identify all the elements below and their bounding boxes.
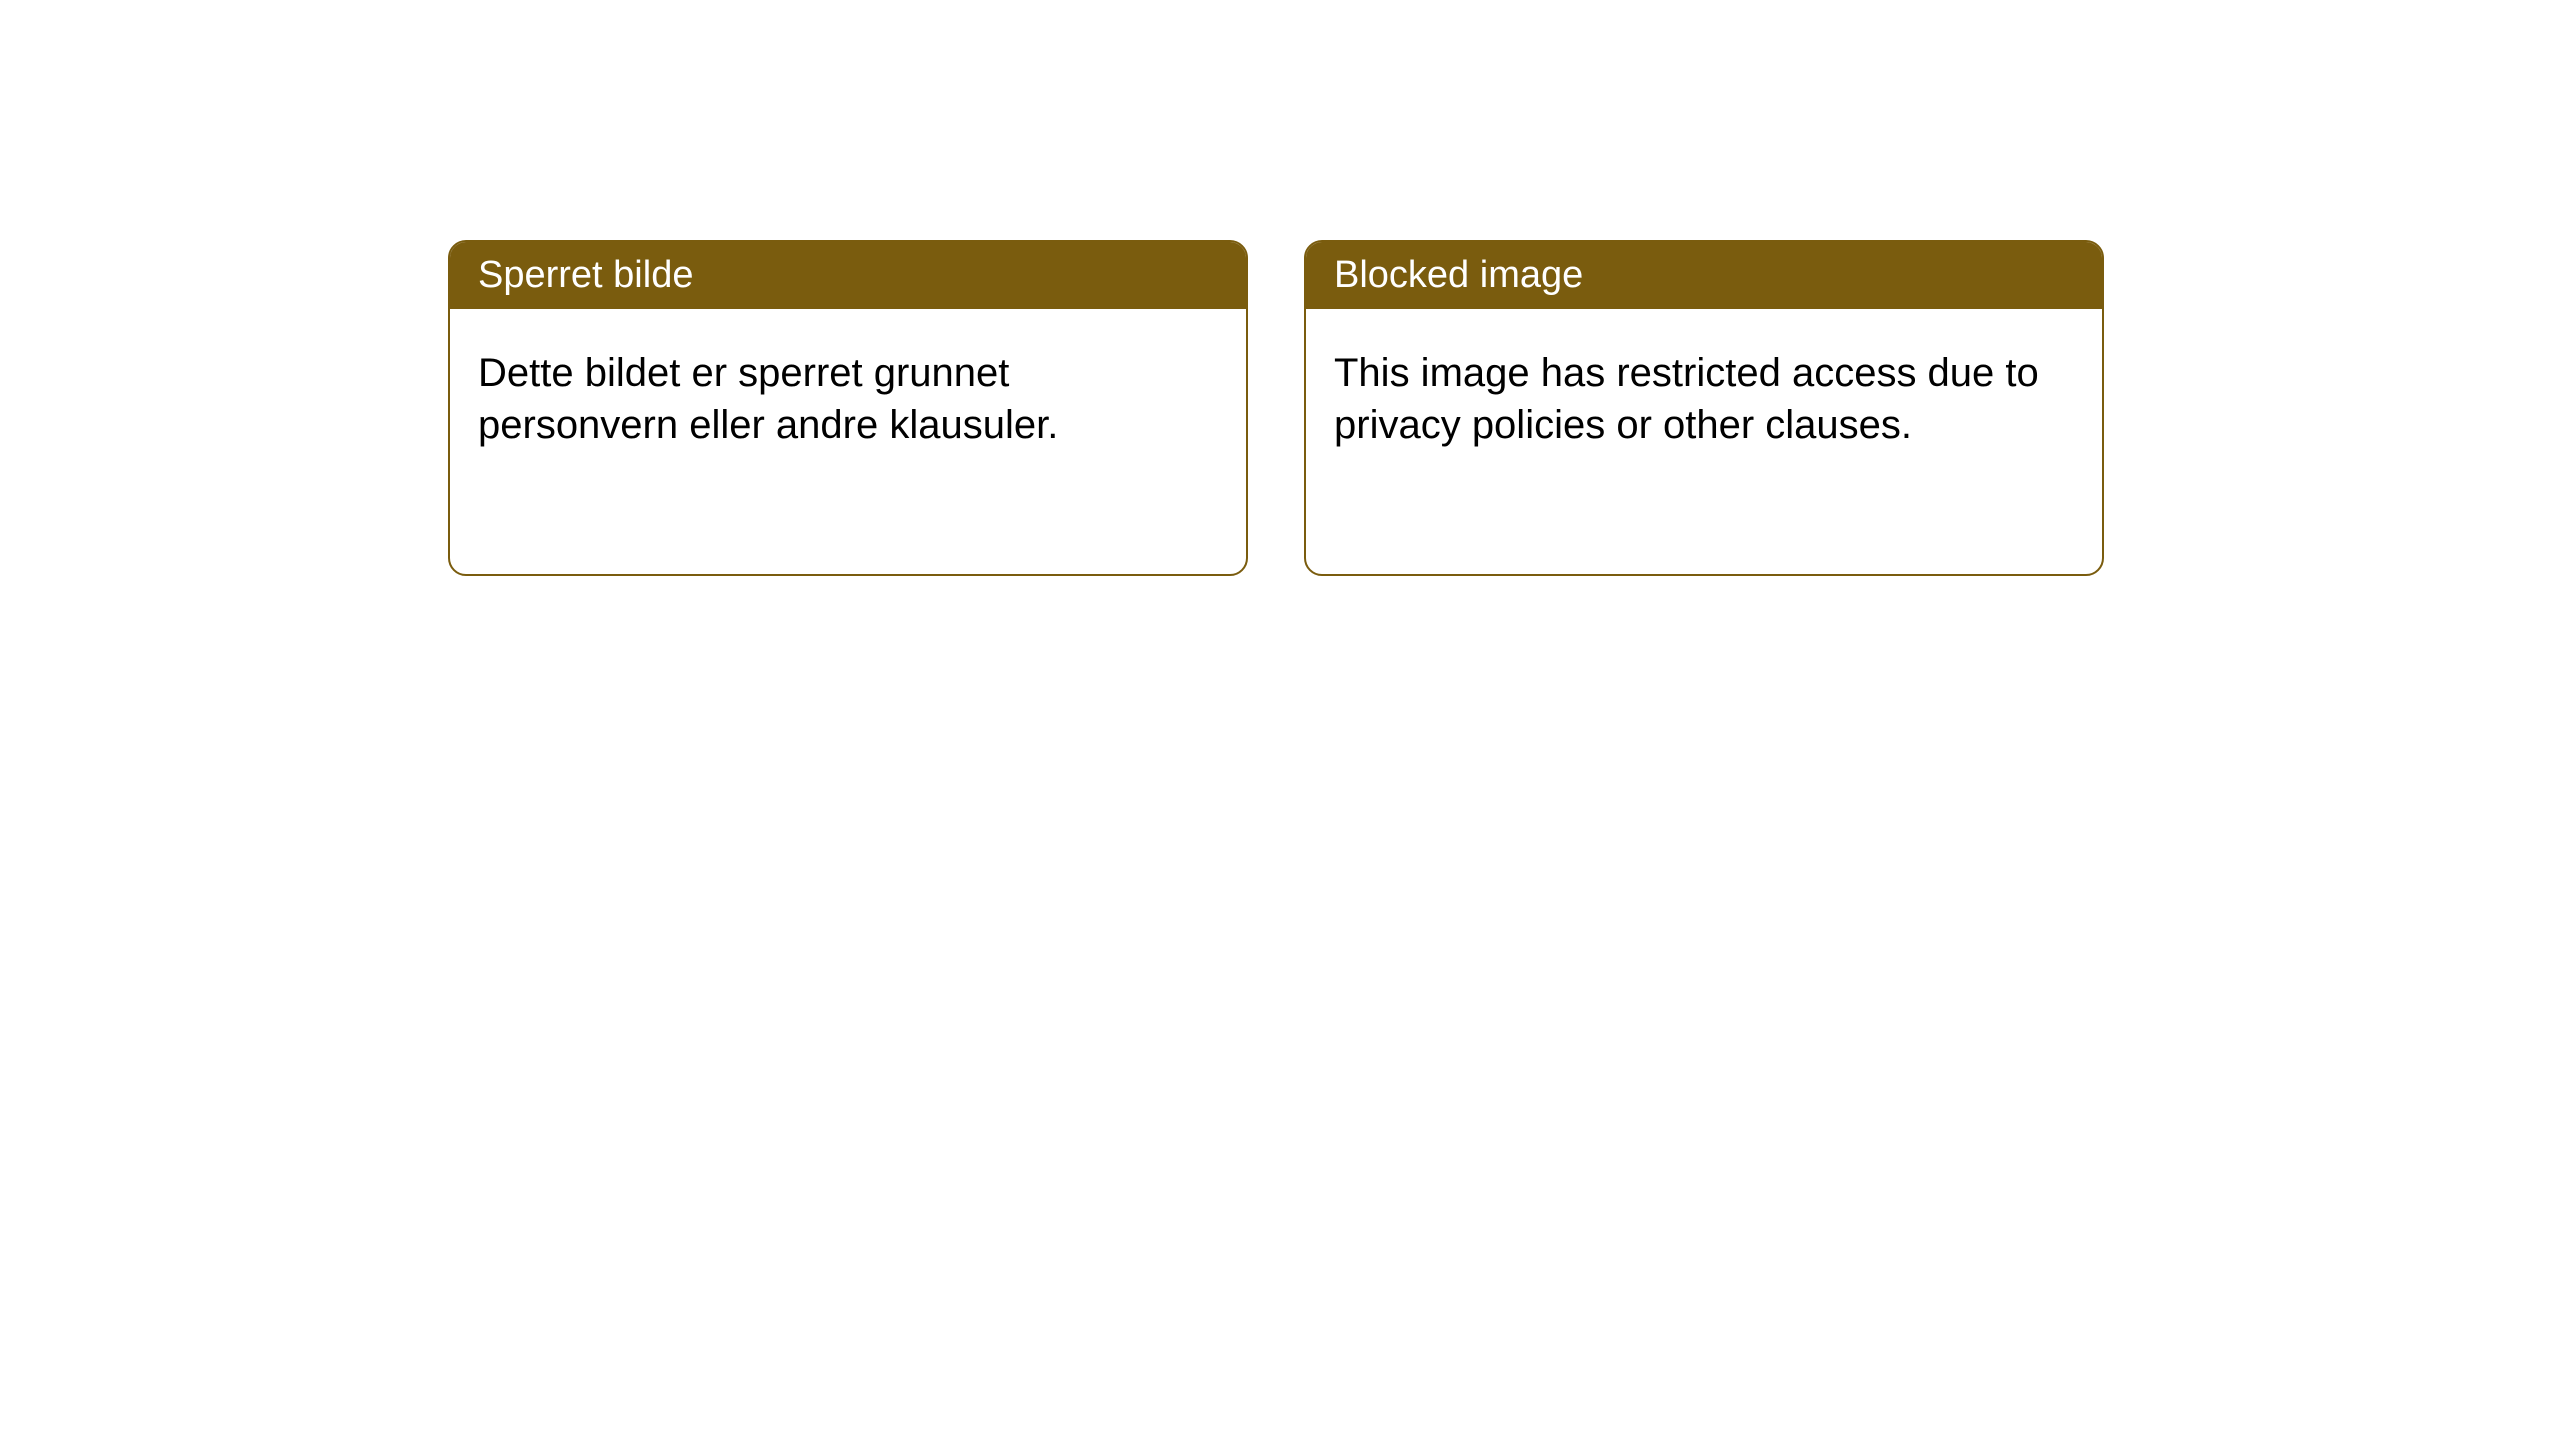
notice-title: Blocked image bbox=[1334, 254, 1583, 296]
notice-header: Blocked image bbox=[1306, 242, 2102, 309]
notice-header: Sperret bilde bbox=[450, 242, 1246, 309]
notice-container: Sperret bilde Dette bildet er sperret gr… bbox=[0, 0, 2560, 576]
notice-card-english: Blocked image This image has restricted … bbox=[1304, 240, 2104, 576]
notice-body: Dette bildet er sperret grunnet personve… bbox=[450, 309, 1246, 489]
notice-title: Sperret bilde bbox=[478, 254, 693, 296]
notice-card-norwegian: Sperret bilde Dette bildet er sperret gr… bbox=[448, 240, 1248, 576]
notice-message: This image has restricted access due to … bbox=[1334, 351, 2039, 447]
notice-body: This image has restricted access due to … bbox=[1306, 309, 2102, 489]
notice-message: Dette bildet er sperret grunnet personve… bbox=[478, 351, 1058, 447]
